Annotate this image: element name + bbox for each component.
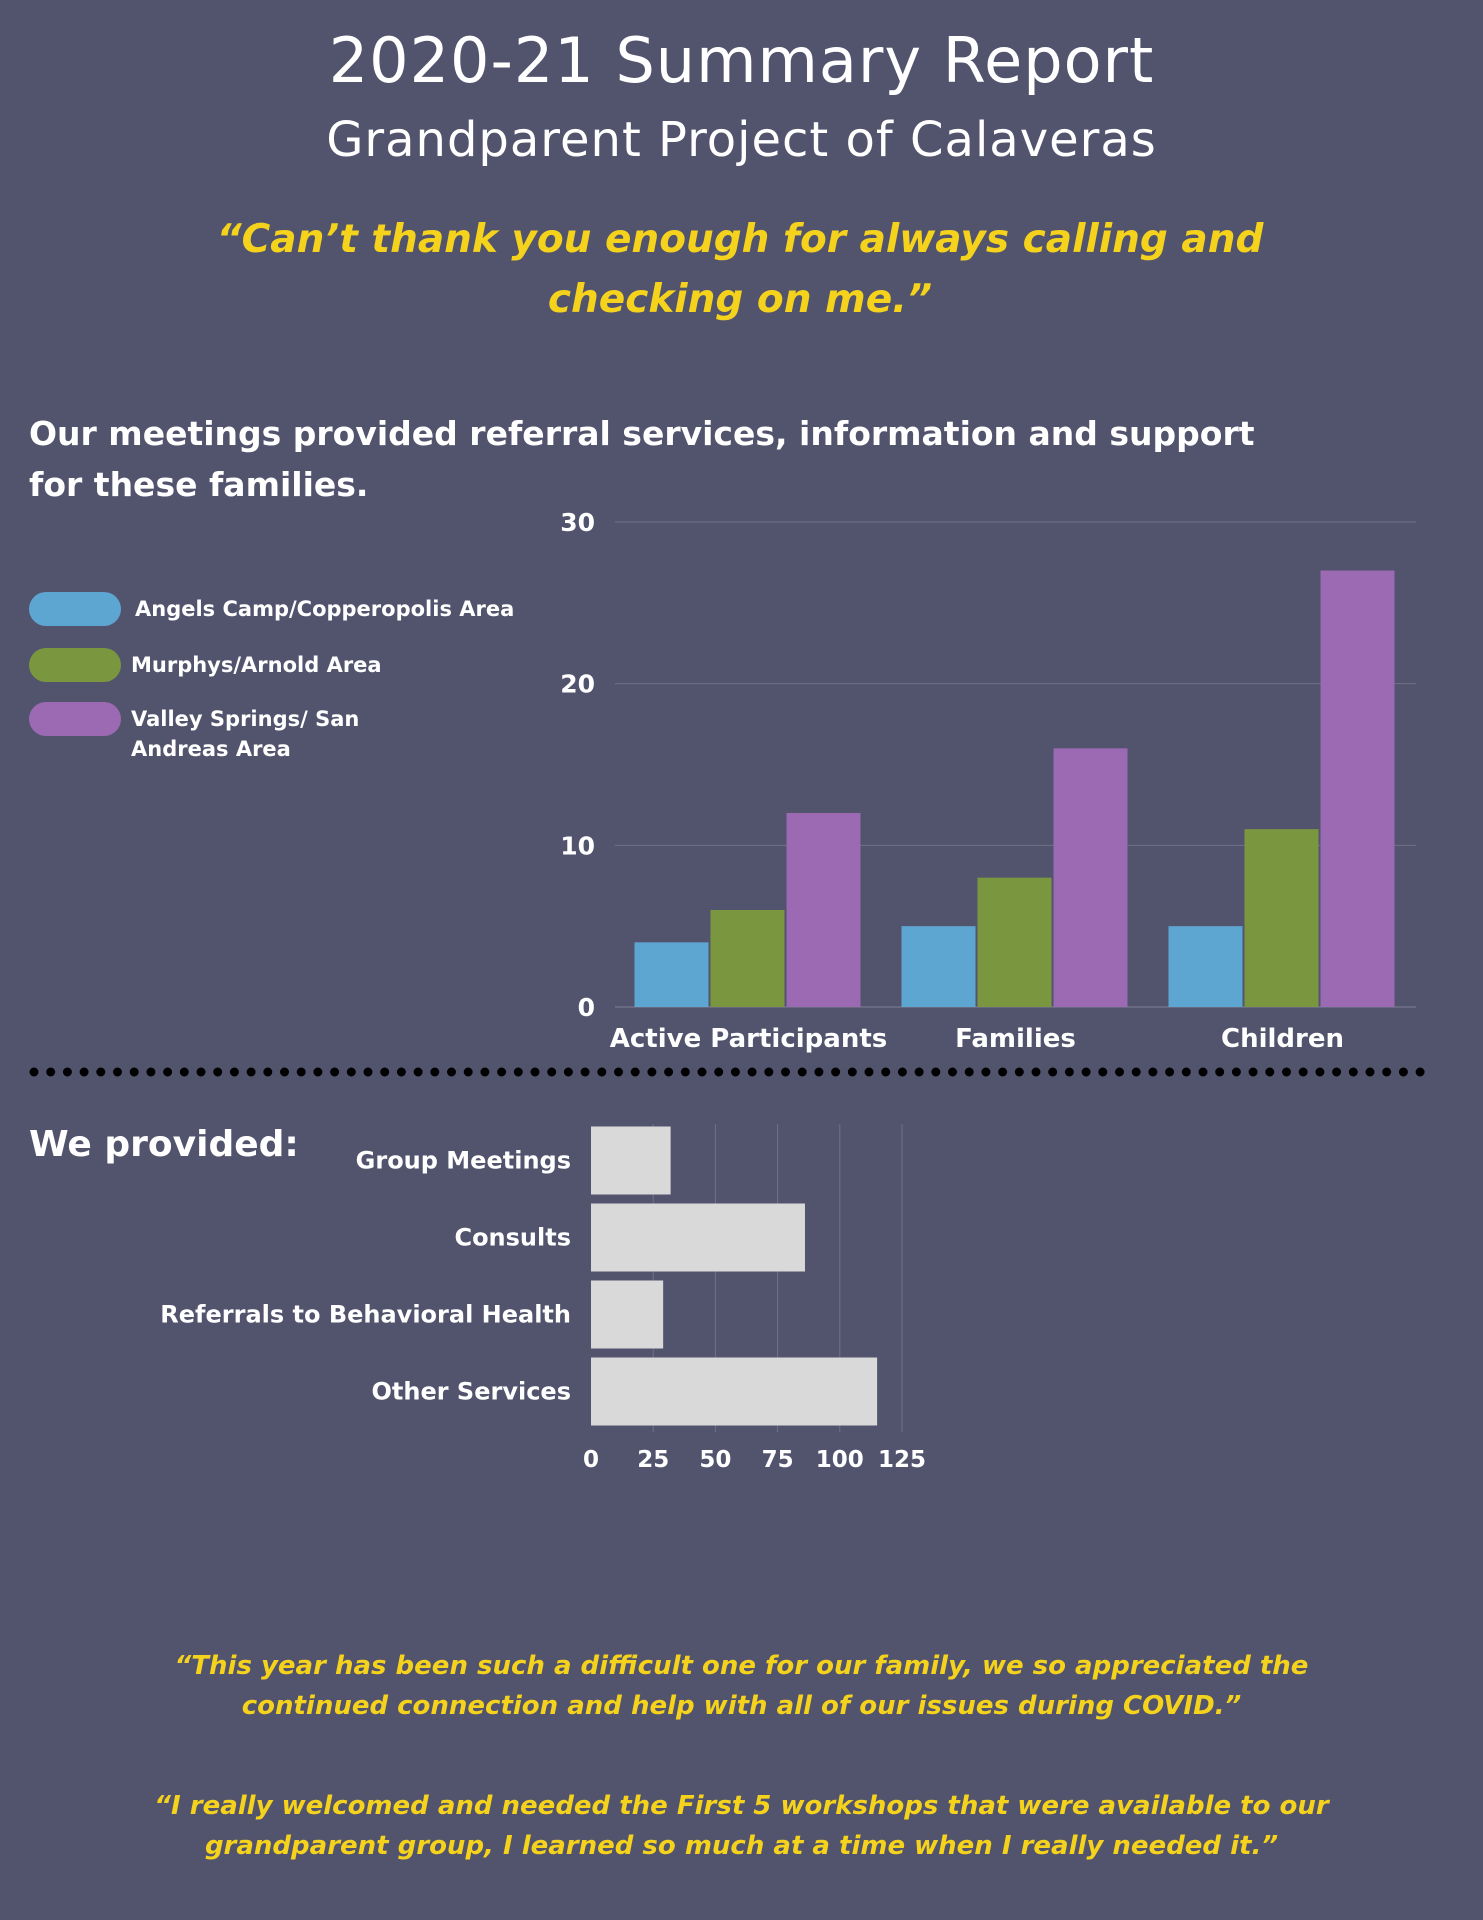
- bar-children-murphys-arnold-area: [1244, 829, 1319, 1007]
- y-category-label: Consults: [454, 1224, 571, 1252]
- y-tick-label: 20: [560, 670, 595, 699]
- x-tick-label: Children: [1221, 1024, 1344, 1054]
- y-tick-label: 0: [578, 993, 595, 1022]
- bottom-quote-workshops: “I really welcomed and needed the First …: [154, 1791, 1329, 1861]
- bar-children-angels-camp-copperopolis-area: [1168, 926, 1243, 1007]
- dotted-divider: [29, 1067, 1427, 1077]
- services-bar-chart: 0 25 50 75 100 125 Group Meetings Consults Refer…: [160, 1124, 926, 1473]
- x-tick-label: Active Participants: [610, 1024, 887, 1054]
- report-title: 2020-21 Summary Report: [328, 24, 1155, 97]
- bar-group-meetings: [591, 1126, 671, 1195]
- families-bar-chart: 0 10 20 30 Active Participants Families Childr…: [560, 508, 1416, 1054]
- x-tick-label: 50: [699, 1447, 731, 1473]
- report-subtitle: Grandparent Project of Calaveras: [326, 112, 1157, 168]
- bar-active-participants-angels-camp-copperopolis-area: [634, 942, 709, 1007]
- bar-active-participants-valley-springs-san-andreas-area: [786, 813, 861, 1007]
- legend-label: Murphys/Arnold Area: [131, 653, 382, 677]
- bar-children-valley-springs-san-andreas-area: [1320, 570, 1395, 1007]
- y-category-label: Group Meetings: [356, 1147, 571, 1175]
- x-tick-label: 75: [762, 1447, 794, 1473]
- bottom-quote-covid: “This year has been such a difficult one…: [174, 1651, 1309, 1721]
- legend-label: Valley Springs/ San Andreas Area: [131, 707, 360, 761]
- bar-families-angels-camp-copperopolis-area: [901, 926, 976, 1007]
- x-tick-label: 0: [583, 1447, 599, 1473]
- bar-referrals-to-behavioral-health: [591, 1280, 664, 1349]
- y-tick-label: 30: [560, 508, 595, 537]
- legend-label: Angels Camp/Copperopolis Area: [135, 597, 515, 621]
- bar-consults: [591, 1203, 805, 1272]
- x-tick-label: 25: [637, 1447, 669, 1473]
- bar-active-participants-murphys-arnold-area: [710, 910, 785, 1007]
- legend-swatch-purple: [29, 702, 121, 736]
- legend-swatch-green: [29, 648, 121, 682]
- y-tick-label: 10: [560, 831, 595, 860]
- x-tick-label: 125: [878, 1447, 926, 1473]
- we-provided-label: We provided:: [29, 1124, 299, 1165]
- y-category-label: Referrals to Behavioral Health: [160, 1301, 571, 1329]
- x-tick-label: Families: [955, 1024, 1076, 1054]
- bar-families-murphys-arnold-area: [977, 877, 1052, 1007]
- bar-other-services: [591, 1357, 878, 1426]
- top-quote: “Can’t thank you enough for always calli…: [216, 217, 1264, 322]
- legend-swatch-blue: [29, 592, 121, 626]
- y-category-label: Other Services: [372, 1378, 572, 1406]
- x-tick-label: 100: [816, 1447, 864, 1473]
- bar-families-valley-springs-san-andreas-area: [1053, 748, 1128, 1007]
- families-intro-text: Our meetings provided referral services,…: [29, 414, 1255, 504]
